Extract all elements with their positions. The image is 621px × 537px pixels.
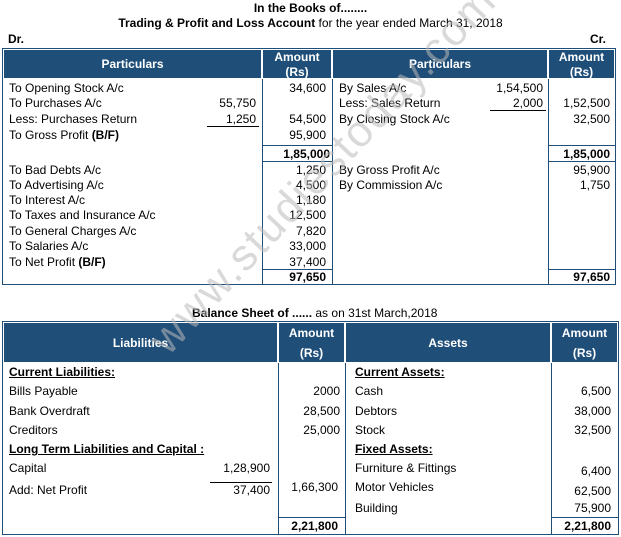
tpl-credit-sub-0: 1,54,500 [496, 81, 543, 95]
cr-label: Cr. [590, 32, 607, 46]
pl-debit-row-6: To Net Profit (B/F) [9, 255, 106, 269]
pl-total-cr: 97,650 [573, 270, 610, 284]
hdr-amount-liab: Amount (Rs) [278, 322, 345, 363]
pl-debit-amt-5: 33,000 [289, 239, 326, 253]
pl-credit-row-1: By Commission A/c [339, 178, 443, 192]
hdr-assets: Assets [345, 322, 551, 363]
bs-asset-amt-7: 75,900 [574, 501, 611, 515]
bs-asset-row-3: Stock [355, 423, 386, 437]
pl-credit-amt-0: 95,900 [573, 163, 610, 177]
pl-debit-row-3: To Taxes and Insurance A/c [9, 208, 156, 222]
trading-total-cr: 1,85,000 [563, 147, 610, 161]
pl-debit-amt-1: 4,500 [295, 178, 326, 192]
bs-asset-amt-2: 38,000 [574, 404, 611, 418]
bs-liab-heading-current: Current Liabilities: [9, 365, 116, 379]
account-title-period: for the year ended March 31, 2018 [315, 16, 503, 30]
tpl-debit-amt-2: 54,500 [289, 112, 326, 126]
bs-asset-row-5: Furniture & Fittings [355, 461, 457, 475]
bs-asset-row-7: Building [355, 501, 398, 515]
pl-total-dr: 97,650 [289, 270, 326, 284]
tpl-credit-row-0: By Sales A/c [339, 81, 407, 95]
tpl-debit-sub-2: 1,250 [225, 112, 256, 126]
tpl-debit-sub-1: 55,750 [219, 96, 256, 110]
tpl-debit-row-2: Less: Purchases Return [9, 112, 138, 126]
gross-profit-label: To Gross Profit [9, 128, 92, 142]
bs-liab-row-5: Capital [9, 461, 47, 475]
bs-liab-row-3: Creditors [9, 423, 58, 437]
balance-sheet-title: Balance Sheet of ...... as on 31st March… [192, 306, 437, 320]
bs-total-assets: 2,21,800 [564, 519, 611, 533]
tpl-debit-row-0: To Opening Stock A/c [9, 81, 124, 95]
bs-asset-heading-fixed: Fixed Assets: [355, 442, 433, 456]
pl-debit-row-2: To Interest A/c [9, 193, 86, 207]
bs-liab-row-1: Bills Payable [9, 384, 78, 398]
tpl-debit-row-1: To Purchases A/c [9, 96, 102, 110]
pl-debit-row-5: To Salaries A/c [9, 239, 89, 253]
bs-liab-amt-6: 1,66,300 [291, 480, 338, 494]
gross-profit-bf: (B/F) [91, 128, 120, 142]
pl-debit-row-4: To General Charges A/c [9, 224, 137, 238]
tpl-credit-amt-2: 32,500 [573, 112, 610, 126]
dr-label: Dr. [8, 32, 25, 46]
pl-debit-row-1: To Advertising A/c [9, 178, 104, 192]
bs-liab-sub-6: 37,400 [233, 483, 270, 497]
bs-liab-sub-5: 1,28,900 [223, 461, 270, 475]
net-profit-bf: (B/F) [78, 255, 106, 269]
bs-asset-amt-6: 62,500 [574, 484, 611, 498]
tpl-credit-sub-1: 2,000 [512, 96, 543, 110]
bs-asset-heading-current: Current Assets: [355, 365, 445, 379]
bs-title-date: as on 31st March,2018 [312, 306, 438, 320]
bs-liab-amt-3: 25,000 [303, 423, 340, 437]
tpl-credit-row-2: By Closing Stock A/c [339, 112, 450, 126]
hdr-particulars-dr: Particulars [3, 49, 262, 79]
pl-debit-amt-4: 7,820 [295, 224, 326, 238]
bs-total-liabilities: 2,21,800 [291, 519, 338, 533]
tpl-credit-row-1: Less: Sales Return [339, 96, 441, 110]
tpl-debit-amt-3: 95,900 [289, 128, 326, 142]
trading-total-dr: 1,85,000 [283, 147, 330, 161]
tpl-debit-row-3: To Gross Profit (B/F) [9, 128, 119, 142]
bs-liab-heading-longterm: Long Term Liabilities and Capital : [9, 442, 205, 456]
hdr-amount-dr: Amount (Rs) [262, 49, 332, 79]
bs-liab-row-6: Add: Net Profit [9, 483, 88, 497]
books-title: In the Books of........ [253, 1, 368, 15]
pl-debit-amt-0: 1,250 [295, 163, 326, 177]
bs-asset-amt-3: 32,500 [574, 423, 611, 437]
pl-debit-amt-3: 12,500 [289, 208, 326, 222]
bs-asset-amt-5: 6,400 [580, 464, 611, 478]
tpl-debit-amt-0: 34,600 [289, 81, 326, 95]
tpl-credit-amt-1: 1,52,500 [563, 96, 610, 110]
pl-debit-amt-2: 1,180 [295, 193, 326, 207]
bs-liab-row-2: Bank Overdraft [9, 404, 90, 418]
pl-debit-row-0: To Bad Debts A/c [9, 163, 102, 177]
account-title: Trading & Profit and Loss Account for th… [0, 16, 621, 30]
bs-asset-amt-1: 6,500 [580, 384, 611, 398]
pl-credit-row-0: By Gross Profit A/c [339, 163, 440, 177]
pl-debit-amt-6: 37,400 [289, 255, 326, 269]
hdr-amount-assets: Amount (Rs) [551, 322, 618, 363]
bs-asset-row-6: Motor Vehicles [355, 480, 434, 494]
bs-asset-row-2: Debtors [355, 404, 398, 418]
pl-credit-amt-1: 1,750 [579, 178, 610, 192]
bs-asset-row-1: Cash [355, 384, 384, 398]
net-profit-label: To Net Profit [9, 255, 79, 269]
account-title-bold: Trading & Profit and Loss Account [118, 16, 316, 30]
bs-liab-amt-1: 2000 [313, 384, 340, 398]
hdr-amount-cr: Amount (Rs) [548, 49, 615, 79]
bs-liab-amt-2: 28,500 [303, 404, 340, 418]
bs-title-bold: Balance Sheet of ...... [192, 306, 313, 320]
hdr-particulars-cr: Particulars [332, 49, 548, 79]
hdr-liabilities: Liabilities [3, 322, 278, 363]
